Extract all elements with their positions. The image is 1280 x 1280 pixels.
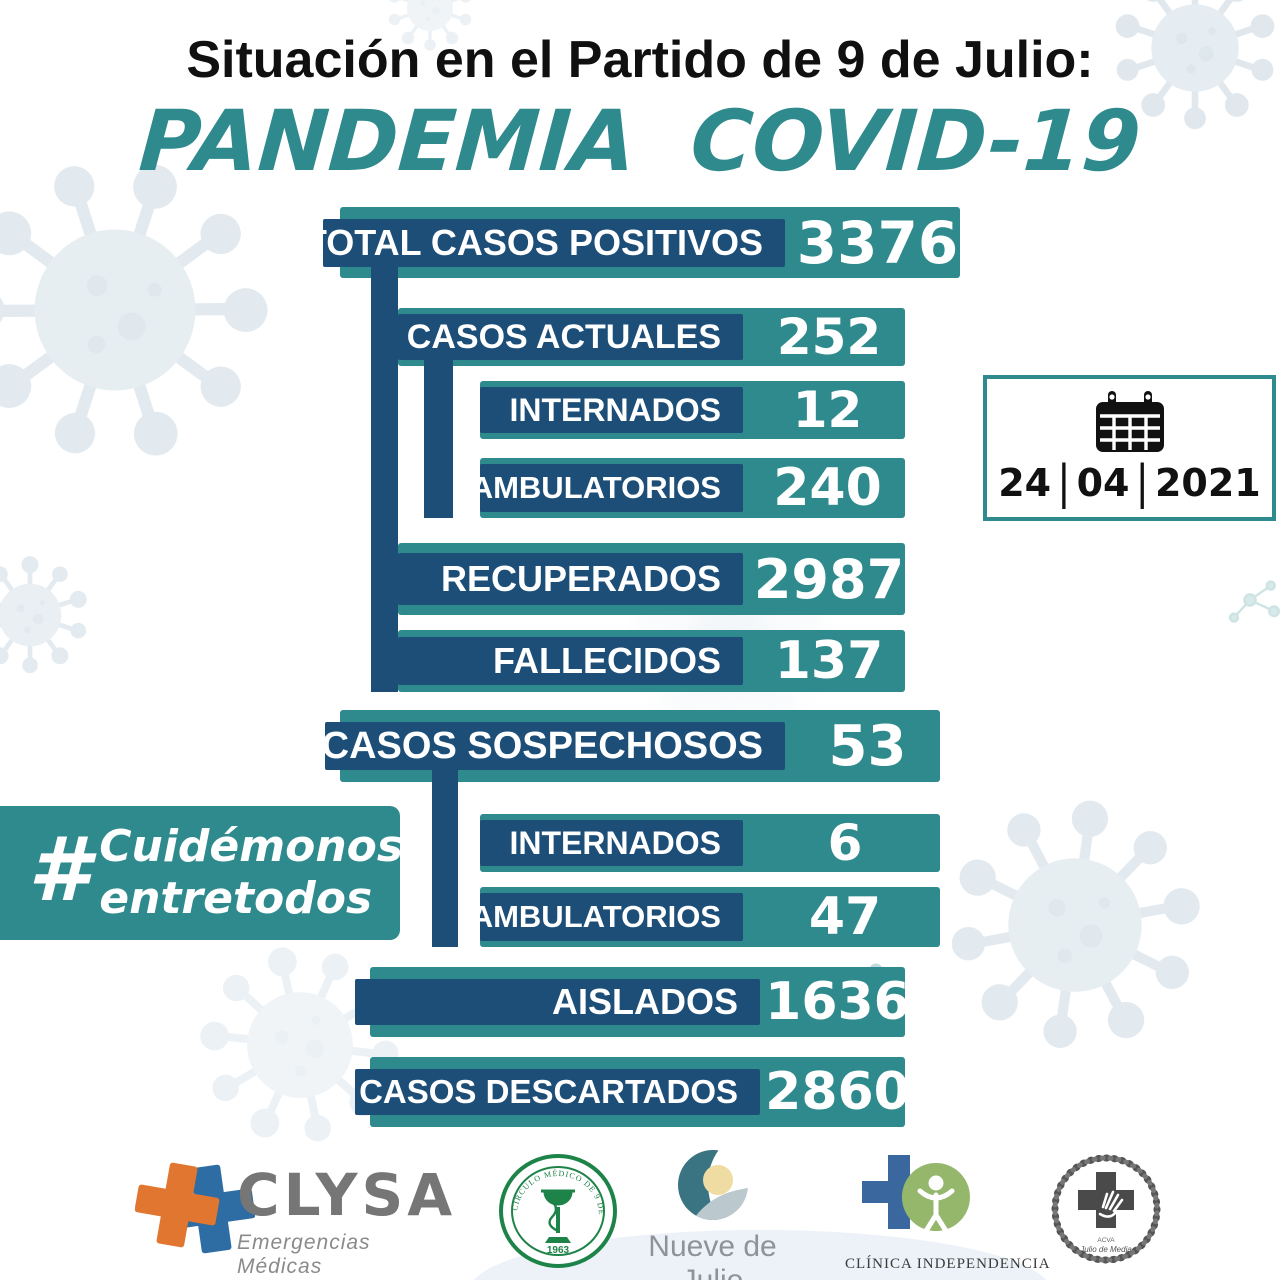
stat-value: 137 (774, 631, 884, 691)
stat-row-aislados: AISLADOS 1636 (355, 967, 910, 1037)
stat-row-casos-descartados: CASOS DESCARTADOS 2860 (355, 1057, 910, 1127)
nueve-de-julio-icon (677, 1150, 748, 1220)
connector-actuales-group (424, 352, 453, 518)
logo-municipalidad: Nueve de Julio MUNICIPALIDAD (615, 1147, 810, 1280)
hashtag-banner: # Cuidémonos entretodos (0, 806, 404, 940)
logo-circulo-medico: CÍRCULO MÉDICO DE 9 DE JULIO 1963 (494, 1146, 621, 1273)
stat-value: 2987 (753, 547, 905, 611)
stat-value: 6 (827, 814, 863, 872)
circulo-medico-icon: CÍRCULO MÉDICO DE 9 DE JULIO 1963 (494, 1146, 617, 1268)
logo-clysa: CLYSA Emergencias Médicas (134, 1153, 457, 1278)
stat-value: 53 (828, 713, 907, 779)
stat-row-internados-sospechosos: INTERNADOS 6 (480, 814, 940, 872)
stamp-cross-hand-icon: ACVA Julio de Media (1051, 1154, 1161, 1264)
stat-label: AMBULATORIOS (471, 893, 743, 941)
stat-row-fallecidos: FALLECIDOS 137 (398, 630, 905, 692)
stat-label: FALLECIDOS (398, 637, 743, 685)
stat-row-ambulatorios-sospechosos: AMBULATORIOS 47 (471, 887, 940, 947)
date-separator: | (1057, 456, 1071, 510)
stat-value: 252 (776, 308, 882, 366)
report-date: 24 | 04 | 2021 (998, 457, 1261, 510)
stat-label: CASOS DESCARTADOS (355, 1069, 760, 1115)
logo-stamp: ACVA Julio de Media (1040, 1150, 1175, 1275)
stat-label: CASOS ACTUALES (398, 314, 743, 360)
clinica-name: CLÍNICA INDEPENDENCIA (845, 1256, 1051, 1272)
stamp-line2: Julio de Media (1079, 1245, 1132, 1254)
stat-value: 2860 (765, 1062, 910, 1122)
stat-label: TOTAL CASOS POSITIVOS (305, 219, 785, 267)
clysa-crosses-icon (134, 1162, 256, 1254)
stat-row-casos-sospechosos: CASOS SOSPECHOSOS 53 (322, 710, 940, 782)
stat-value: 3376 (796, 208, 959, 277)
stat-label: AMBULATORIOS (471, 464, 743, 512)
stamp-line1: ACVA (1097, 1237, 1115, 1244)
stat-value: 1636 (765, 972, 910, 1032)
stat-label: INTERNADOS (480, 820, 743, 866)
hashtag-line2: entretodos (99, 873, 373, 924)
date-separator: | (1135, 456, 1149, 510)
circulo-medico-year: 1963 (547, 1245, 570, 1256)
logo-clinica-independencia: CLÍNICA INDEPENDENCIA (845, 1147, 1051, 1272)
connector-sospechosos-group (432, 768, 458, 947)
stat-row-casos-actuales: CASOS ACTUALES 252 (398, 308, 905, 366)
date-day: 24 (998, 461, 1052, 505)
stat-row-total-casos-positivos: TOTAL CASOS POSITIVOS 3376 (305, 207, 960, 278)
stat-row-recuperados: RECUPERADOS 2987 (398, 543, 905, 615)
calendar-icon (1095, 391, 1164, 452)
municipalidad-name: Nueve de Julio (648, 1230, 777, 1280)
stat-row-ambulatorios-actuales: AMBULATORIOS 240 (471, 458, 905, 518)
hashtag-symbol: # (28, 817, 90, 921)
date-year: 2021 (1154, 461, 1261, 505)
date-month: 04 (1076, 461, 1130, 505)
hashtag-line1: Cuidémonos (99, 821, 404, 872)
stat-label: INTERNADOS (480, 387, 743, 433)
clysa-tagline: Emergencias Médicas (237, 1231, 371, 1278)
page-subtitle-pandemia: PANDEMIA COVID-19 (136, 92, 1144, 190)
stat-row-internados-actuales: INTERNADOS 12 (480, 381, 905, 439)
stat-value: 240 (773, 458, 882, 518)
page-title: Situación en el Partido de 9 de Julio: (186, 31, 1094, 89)
stat-value: 12 (792, 381, 863, 439)
stat-label: CASOS SOSPECHOSOS (322, 722, 785, 770)
stat-value: 47 (808, 887, 882, 947)
clysa-name: CLYSA (237, 1161, 457, 1229)
stat-label: AISLADOS (355, 979, 760, 1025)
clinica-independencia-icon (862, 1155, 970, 1234)
stat-label: RECUPERADOS (398, 553, 743, 605)
footer-logos: CLYSA Emergencias Médicas CÍRCULO MÉDICO… (0, 1145, 1280, 1280)
connector-total-group (371, 262, 398, 692)
report-date-box: 24 | 04 | 2021 (983, 375, 1276, 521)
